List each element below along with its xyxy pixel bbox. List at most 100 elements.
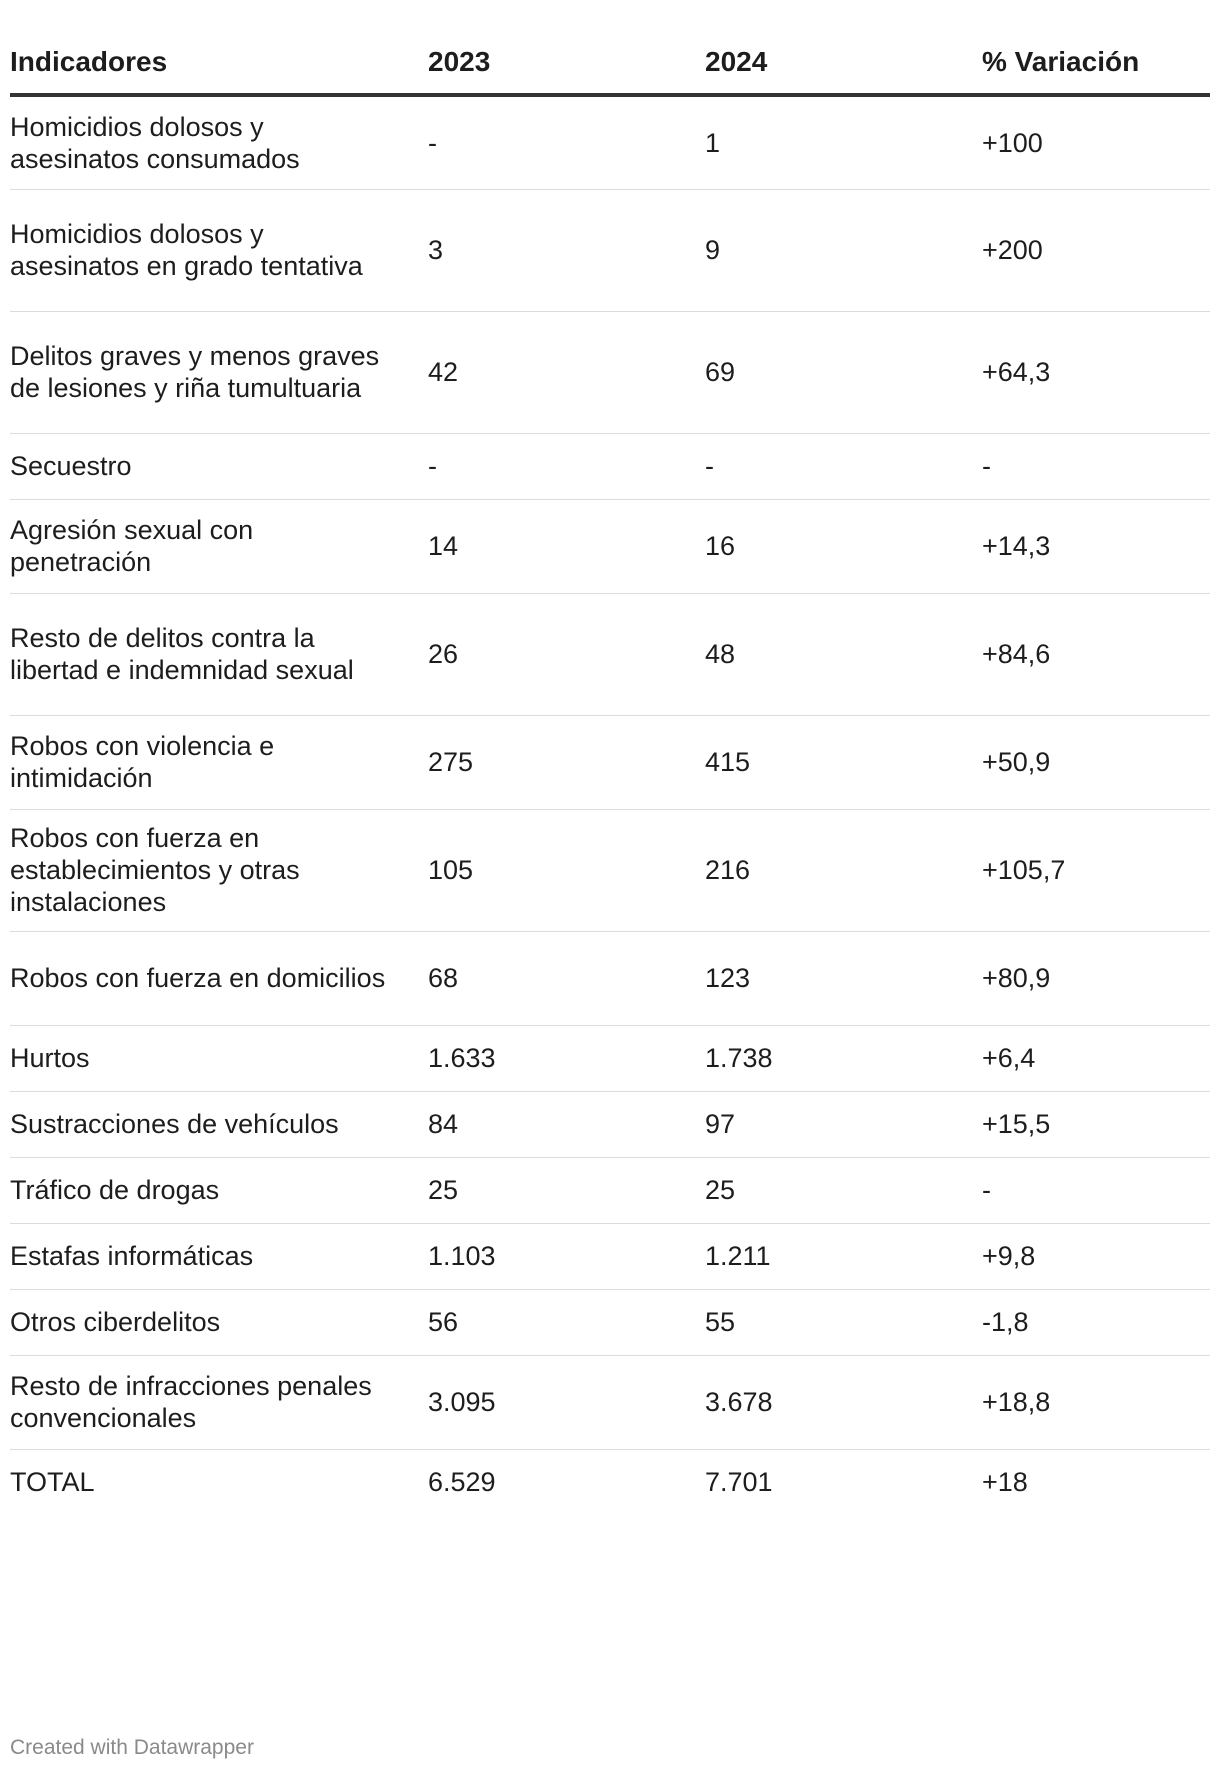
cell-indicator: Tráfico de drogas — [10, 1157, 428, 1224]
cell-variation: +15,5 — [982, 1091, 1210, 1158]
cell-indicator: Robos con fuerza en domicilios — [10, 931, 428, 1026]
table-body: Homicidios dolosos y asesinatos consumad… — [10, 95, 1210, 1515]
cell-indicator: Sustracciones de vehículos — [10, 1091, 428, 1158]
cell-2023-text: 6.529 — [428, 1467, 496, 1498]
cell-2023: 56 — [428, 1289, 705, 1356]
cell-2024-text: 1 — [705, 127, 721, 158]
cell-2024-text: 216 — [705, 855, 751, 885]
cell-2023-text: 42 — [428, 357, 459, 387]
cell-variation: +200 — [982, 189, 1210, 312]
cell-2024: 1 — [705, 95, 982, 190]
cell-variation-text: - — [982, 1175, 991, 1205]
header-indicadores: Indicadores — [10, 28, 428, 97]
cell-2023: 6.529 — [428, 1449, 705, 1515]
cell-indicator: Estafas informáticas — [10, 1223, 428, 1290]
cell-2023-text: 1.103 — [428, 1241, 496, 1271]
table-row: Delitos graves y menos graves de lesione… — [10, 311, 1210, 434]
cell-2024-text: 3.678 — [705, 1387, 773, 1417]
table-header: Indicadores 2023 2024 % Variación — [10, 28, 1210, 97]
header-variacion: % Variación — [982, 28, 1210, 97]
cell-indicator-text: Agresión sexual con penetración — [10, 515, 254, 577]
table-row: Agresión sexual con penetración 14 16 +14,3 — [10, 499, 1210, 594]
cell-2024-text: 123 — [705, 963, 751, 993]
cell-indicator-text: Sustracciones de vehículos — [10, 1109, 339, 1139]
cell-variation: -1,8 — [982, 1289, 1210, 1356]
cell-variation-text: +64,3 — [982, 357, 1051, 387]
cell-indicator-text: Resto de infracciones penales convencion… — [10, 1371, 372, 1433]
cell-2024: 48 — [705, 593, 982, 716]
cell-2024-text: 48 — [705, 639, 736, 669]
cell-indicator-text: Otros ciberdelitos — [10, 1307, 221, 1337]
cell-2024-text: 9 — [705, 235, 721, 265]
cell-variation-text: +6,4 — [982, 1043, 1036, 1073]
cell-indicator-text: Resto de delitos contra la libertad e in… — [10, 623, 354, 685]
cell-indicator: Robos con violencia e intimidación — [10, 715, 428, 810]
cell-2024-text: 1.738 — [705, 1043, 773, 1073]
table-row: Resto de delitos contra la libertad e in… — [10, 593, 1210, 716]
cell-variation: +9,8 — [982, 1223, 1210, 1290]
header-2024: 2024 — [705, 28, 982, 97]
cell-variation: +80,9 — [982, 931, 1210, 1026]
cell-variation-text: +84,6 — [982, 639, 1051, 669]
cell-2024-text: 1.211 — [705, 1241, 771, 1271]
cell-2023-text: 56 — [428, 1307, 459, 1337]
cell-variation-text: +14,3 — [982, 531, 1051, 561]
cell-2024-text: 69 — [705, 357, 736, 387]
cell-2024: 3.678 — [705, 1355, 982, 1450]
cell-variation-text: +15,5 — [982, 1109, 1051, 1139]
data-table-container: Indicadores 2023 2024 % Variación Homici… — [10, 28, 1210, 1515]
cell-2023: 14 — [428, 499, 705, 594]
cell-indicator: Delitos graves y menos graves de lesione… — [10, 311, 428, 434]
cell-variation: +105,7 — [982, 809, 1210, 932]
cell-indicator: Resto de infracciones penales convencion… — [10, 1355, 428, 1450]
cell-indicator: Homicidios dolosos y asesinatos en grado… — [10, 189, 428, 312]
cell-2023-text: 25 — [428, 1175, 459, 1205]
cell-indicator-text: Secuestro — [10, 451, 132, 481]
cell-2023-text: - — [428, 451, 437, 481]
cell-2024: - — [705, 433, 982, 500]
header-row: Indicadores 2023 2024 % Variación — [10, 28, 1210, 97]
table-row: Robos con violencia e intimidación 275 415… — [10, 715, 1210, 810]
cell-indicator-text: Delitos graves y menos graves de lesione… — [10, 341, 380, 403]
table-row: Homicidios dolosos y asesinatos consumad… — [10, 95, 1210, 190]
cell-2024: 7.701 — [705, 1449, 982, 1515]
table-row: Tráfico de drogas 25 25 - — [10, 1157, 1210, 1224]
table-row: Homicidios dolosos y asesinatos en grado… — [10, 189, 1210, 312]
cell-2024: 97 — [705, 1091, 982, 1158]
cell-indicator-text: Robos con fuerza en domicilios — [10, 963, 386, 993]
cell-2023-text: - — [428, 127, 437, 158]
cell-indicator-text: Tráfico de drogas — [10, 1175, 220, 1205]
table-row: Hurtos 1.633 1.738 +6,4 — [10, 1025, 1210, 1092]
cell-variation: +6,4 — [982, 1025, 1210, 1092]
cell-2023: 3.095 — [428, 1355, 705, 1450]
cell-2023-text: 3.095 — [428, 1387, 496, 1417]
cell-variation-text: +200 — [982, 235, 1043, 265]
cell-indicator: TOTAL — [10, 1449, 428, 1515]
cell-variation: - — [982, 1157, 1210, 1224]
cell-2023-text: 26 — [428, 639, 459, 669]
cell-variation: +18 — [982, 1449, 1210, 1515]
cell-2023-text: 275 — [428, 747, 474, 777]
cell-indicator: Otros ciberdelitos — [10, 1289, 428, 1356]
cell-2024-text: 16 — [705, 531, 736, 561]
cell-variation: +14,3 — [982, 499, 1210, 594]
cell-variation: +18,8 — [982, 1355, 1210, 1450]
cell-2024: 69 — [705, 311, 982, 434]
cell-2023: 26 — [428, 593, 705, 716]
cell-2023-text: 68 — [428, 963, 459, 993]
cell-2023: - — [428, 433, 705, 500]
cell-2024-text: - — [705, 451, 714, 481]
cell-2024: 9 — [705, 189, 982, 312]
cell-variation-text: +9,8 — [982, 1241, 1036, 1271]
cell-2023-text: 14 — [428, 531, 459, 561]
cell-indicator-text: Homicidios dolosos y asesinatos consumad… — [10, 111, 300, 174]
cell-variation: +84,6 — [982, 593, 1210, 716]
cell-variation: +64,3 — [982, 311, 1210, 434]
table-row: Robos con fuerza en domicilios 68 123 +80,9 — [10, 931, 1210, 1026]
cell-2023: 25 — [428, 1157, 705, 1224]
table-row: Robos con fuerza en establecimientos y o… — [10, 809, 1210, 932]
cell-2023-text: 105 — [428, 855, 474, 885]
cell-2024: 216 — [705, 809, 982, 932]
cell-2023: 3 — [428, 189, 705, 312]
cell-variation: +50,9 — [982, 715, 1210, 810]
